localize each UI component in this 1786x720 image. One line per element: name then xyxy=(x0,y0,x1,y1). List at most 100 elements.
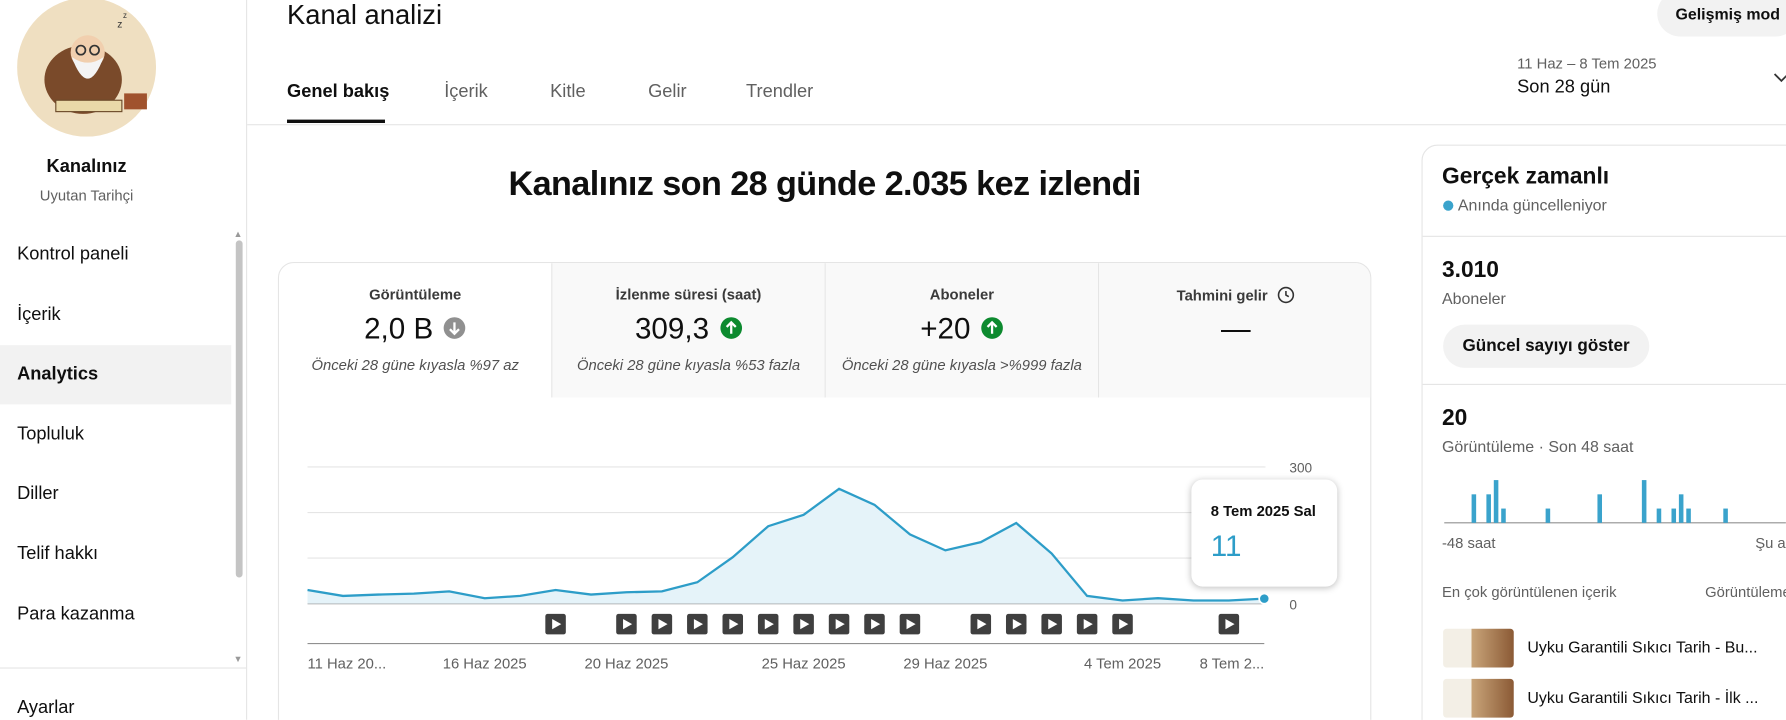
metric-label-text: İzlenme süresi (saat) xyxy=(615,285,762,303)
video-marker[interactable] xyxy=(1005,613,1027,635)
video-marker[interactable] xyxy=(793,613,814,635)
headline: Kanalınız son 28 günde 2.035 kez izlendi xyxy=(508,165,1141,203)
bar xyxy=(1597,494,1603,523)
trend-arrow xyxy=(725,320,737,334)
video-marker[interactable] xyxy=(970,613,992,635)
video-marker[interactable] xyxy=(899,613,921,635)
tab-underline xyxy=(287,119,385,124)
tab[interactable]: Trendler xyxy=(746,82,814,102)
video-marker[interactable] xyxy=(651,613,673,635)
metric-tab[interactable]: Tahmini gelir — xyxy=(1099,263,1371,398)
show-count-button[interactable]: Güncel sayıyı göster xyxy=(1443,324,1649,368)
metric-value: — xyxy=(1099,310,1370,346)
header-divider xyxy=(247,124,1786,126)
metric-label: Tahmini gelir xyxy=(1099,286,1370,305)
video-marker-play xyxy=(1083,619,1093,630)
realtime-views-label: Görüntüleme · Son 48 saat xyxy=(1441,437,1634,456)
top-content-title: En çok görüntülenen içerik xyxy=(1441,583,1617,601)
metric-value-text: +20 xyxy=(920,310,971,346)
nav-item[interactable]: Telif hakkı xyxy=(17,544,99,564)
clock-face xyxy=(1277,286,1295,304)
nav-item[interactable]: Topluluk xyxy=(17,424,84,444)
video-marker-play xyxy=(623,619,633,630)
x-end-label: Şu an xyxy=(1755,534,1786,552)
metric-value: +20 xyxy=(826,311,1098,346)
video-marker-play xyxy=(1048,619,1058,630)
divider xyxy=(1422,235,1786,237)
metric-tab[interactable]: Aboneler +20 Önceki 28 güne kıyasla >%999 … xyxy=(825,263,1100,398)
bar xyxy=(1656,508,1662,523)
nav-item[interactable]: Analytics xyxy=(0,345,232,405)
page-title: Kanal analizi xyxy=(287,0,443,31)
trend-arrow xyxy=(986,320,998,334)
video-marker-play xyxy=(1225,619,1235,630)
metric-comparison: Önceki 28 güne kıyasla %53 fazla xyxy=(576,356,801,374)
nav-item[interactable]: Diller xyxy=(17,484,59,504)
scroll-up[interactable]: ▲ xyxy=(233,228,243,240)
video-marker[interactable] xyxy=(687,613,708,635)
realtime-title: Gerçek zamanlı xyxy=(1441,164,1610,190)
video-marker-play xyxy=(764,619,774,630)
nav-item[interactable]: Kontrol paneli xyxy=(17,244,129,265)
metric-tab[interactable]: İzlenme süresi (saat) 309,3 Önceki 28 güne… xyxy=(552,263,826,398)
video-marker[interactable] xyxy=(864,613,885,635)
x-tick-label: 16 Haz 2025 xyxy=(443,657,527,673)
top-content-column: Görüntüleme xyxy=(1705,583,1786,601)
video-marker[interactable] xyxy=(828,613,850,635)
video-marker[interactable] xyxy=(1112,613,1133,635)
video-marker[interactable] xyxy=(545,613,566,635)
bar xyxy=(1671,508,1677,523)
y-tick-label: 0 xyxy=(1289,597,1297,612)
tab[interactable]: Genel bakış xyxy=(287,82,390,102)
thumbnail[interactable] xyxy=(1443,628,1514,668)
channel-avatar[interactable]: zz xyxy=(17,0,157,137)
bar xyxy=(1486,494,1491,523)
metric-value: 309,3 xyxy=(552,311,824,346)
metric-value-text: — xyxy=(1221,310,1251,346)
video-marker-play xyxy=(800,619,810,630)
bar xyxy=(1723,508,1728,523)
scroll-down[interactable]: ▼ xyxy=(233,653,243,665)
tab[interactable]: Gelir xyxy=(648,82,687,102)
channel-label: Kanalınız xyxy=(46,157,127,177)
bar xyxy=(1641,480,1647,523)
overview-card: Görüntüleme 2,0 B Önceki 28 güne kıyasla %… xyxy=(277,261,1372,720)
video-marker[interactable] xyxy=(1041,613,1062,635)
metric-value: 2,0 B xyxy=(279,311,551,346)
svg-text:z: z xyxy=(117,19,122,30)
period[interactable]: Son 28 gün xyxy=(1517,77,1611,97)
subscriber-count: 3.010 xyxy=(1441,257,1499,283)
trend-icon xyxy=(444,317,466,339)
thumbnail[interactable] xyxy=(1443,678,1514,718)
metric-label: Aboneler xyxy=(826,286,1098,303)
realtime-views: 20 xyxy=(1441,405,1468,431)
settings-link[interactable]: Ayarlar xyxy=(17,698,75,718)
x-start-label: -48 saat xyxy=(1441,534,1496,552)
divider xyxy=(0,667,247,669)
advanced-mode-button[interactable]: Gelişmiş mod xyxy=(1657,0,1786,37)
nav-item[interactable]: Para kazanma xyxy=(17,604,135,624)
area xyxy=(307,488,1265,604)
nav-item[interactable]: İçerik xyxy=(17,304,61,325)
video-marker[interactable] xyxy=(757,613,779,635)
x-tick-label: 25 Haz 2025 xyxy=(762,657,846,673)
tab[interactable]: İçerik xyxy=(444,82,488,102)
video-title[interactable]: Uyku Garantili Sıkıcı Tarih - Bu... xyxy=(1527,637,1758,657)
metric-label-text: Tahmini gelir xyxy=(1176,287,1268,305)
metric-value-text: 309,3 xyxy=(634,310,710,346)
tooltip-value: 11 xyxy=(1210,528,1242,563)
metric-tab[interactable]: Görüntüleme 2,0 B Önceki 28 güne kıyasla %… xyxy=(279,263,553,398)
x-tick-label: 20 Haz 2025 xyxy=(584,657,668,673)
video-marker[interactable] xyxy=(1218,613,1240,635)
scrollbar[interactable] xyxy=(235,240,243,578)
tab[interactable]: Kitle xyxy=(550,82,586,102)
video-marker[interactable] xyxy=(616,613,637,635)
bar xyxy=(1545,508,1551,523)
video-title[interactable]: Uyku Garantili Sıkıcı Tarih - İlk ... xyxy=(1527,687,1759,707)
clock-hands xyxy=(1285,291,1290,298)
video-marker[interactable] xyxy=(722,613,744,635)
video-marker[interactable] xyxy=(1076,613,1098,635)
